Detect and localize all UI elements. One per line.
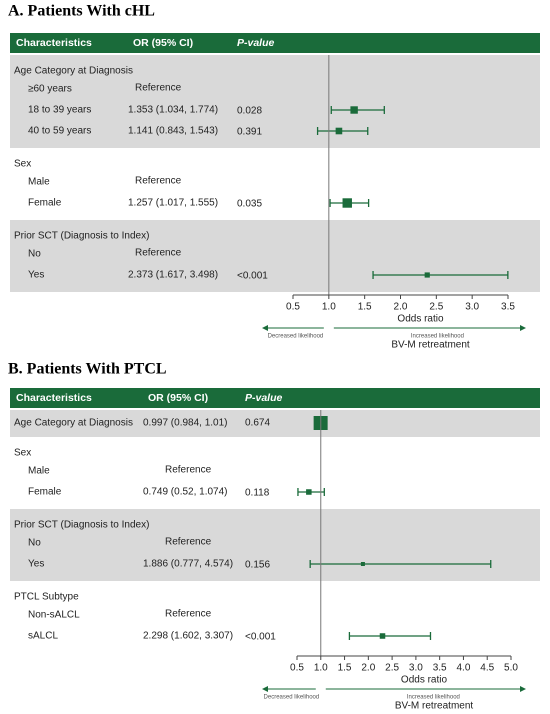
p-value: 0.391 xyxy=(237,127,262,138)
or-point xyxy=(306,489,312,495)
reference-label: Reference xyxy=(165,465,212,476)
row-label: ≥60 years xyxy=(28,84,72,95)
group-label: Prior SCT (Diagnosis to Index) xyxy=(14,231,149,242)
row-label: sALCL xyxy=(28,631,58,642)
panel-title: A. Patients With cHL xyxy=(8,3,155,20)
header-bar xyxy=(10,388,540,408)
footer-label: BV-M retreatment xyxy=(395,701,474,712)
p-value: 0.674 xyxy=(245,418,270,429)
panel-title: B. Patients With PTCL xyxy=(8,361,167,378)
or-ci: 1.141 (0.843, 1.543) xyxy=(128,126,218,137)
left-note: Decreased likelihood xyxy=(268,334,324,340)
row-label: 40 to 59 years xyxy=(28,126,91,137)
group-band xyxy=(10,581,540,653)
column-header: Characteristics xyxy=(16,37,92,49)
row-label: Yes xyxy=(28,559,44,570)
x-tick-label: 1.5 xyxy=(358,302,372,313)
x-tick-label: 1.5 xyxy=(338,663,352,674)
row-label: No xyxy=(28,538,41,549)
row-label: Male xyxy=(28,466,50,477)
x-axis-label: Odds ratio xyxy=(397,314,444,325)
p-value: <0.001 xyxy=(237,271,268,282)
group-band xyxy=(10,55,540,148)
x-tick-label: 4.5 xyxy=(480,663,494,674)
row-label: Female xyxy=(28,487,62,498)
or-point xyxy=(350,106,358,114)
x-tick-label: 1.0 xyxy=(322,302,336,313)
or-ci: 2.298 (1.602, 3.307) xyxy=(143,631,233,642)
x-tick-label: 3.0 xyxy=(465,302,479,313)
group-band xyxy=(10,509,540,581)
reference-label: Reference xyxy=(165,537,212,548)
arrow-right-head xyxy=(520,686,526,692)
x-tick-label: 5.0 xyxy=(504,663,518,674)
or-ci: 1.353 (1.034, 1.774) xyxy=(128,105,218,116)
x-tick-label: 2.5 xyxy=(385,663,399,674)
x-tick-label: 0.5 xyxy=(286,302,300,313)
or-ci: 0.749 (0.52, 1.074) xyxy=(143,487,228,498)
group-band xyxy=(10,437,540,509)
group-label: Age Category at Diagnosis xyxy=(14,66,133,77)
or-point xyxy=(424,272,430,278)
row-label: Female xyxy=(28,198,62,209)
p-value: <0.001 xyxy=(245,632,276,643)
arrow-left-head xyxy=(262,686,268,692)
or-ci: 1.257 (1.017, 1.555) xyxy=(128,198,218,209)
left-note: Decreased likelihood xyxy=(264,695,320,701)
x-tick-label: 3.5 xyxy=(433,663,447,674)
x-tick-label: 0.5 xyxy=(290,663,304,674)
arrow-right-head xyxy=(520,325,526,331)
x-axis-label: Odds ratio xyxy=(401,675,448,686)
or-point xyxy=(335,127,343,135)
reference-label: Reference xyxy=(165,609,212,620)
x-tick-label: 2.0 xyxy=(361,663,375,674)
row-label: No xyxy=(28,249,41,260)
group-label: PTCL Subtype xyxy=(14,592,79,603)
reference-label: Reference xyxy=(135,176,182,187)
header-bar xyxy=(10,33,540,53)
row-label: Non-sALCL xyxy=(28,610,80,621)
right-note: Increased likelihood xyxy=(411,334,464,340)
reference-label: Reference xyxy=(135,83,182,94)
group-label: Sex xyxy=(14,159,31,170)
group-band xyxy=(10,410,540,437)
reference-label: Reference xyxy=(135,248,182,259)
arrow-left-head xyxy=(262,325,268,331)
or-ci: 0.997 (0.984, 1.01) xyxy=(143,418,228,429)
column-header: OR (95% CI) xyxy=(148,392,208,404)
column-header: P-value xyxy=(237,37,275,49)
or-point xyxy=(360,562,365,566)
group-band xyxy=(10,220,540,292)
footer-label: BV-M retreatment xyxy=(391,340,470,351)
group-label: Age Category at Diagnosis xyxy=(14,418,133,429)
p-value: 0.035 xyxy=(237,199,262,210)
or-ci: 1.886 (0.777, 4.574) xyxy=(143,559,233,570)
group-label: Prior SCT (Diagnosis to Index) xyxy=(14,520,149,531)
p-value: 0.118 xyxy=(245,488,270,499)
row-label: 18 to 39 years xyxy=(28,105,91,116)
row-label: Male xyxy=(28,177,50,188)
x-tick-label: 2.0 xyxy=(394,302,408,313)
p-value: 0.156 xyxy=(245,560,270,571)
p-value: 0.028 xyxy=(237,106,262,117)
column-header: Characteristics xyxy=(16,392,92,404)
column-header: OR (95% CI) xyxy=(133,37,193,49)
row-label: Yes xyxy=(28,270,44,281)
x-tick-label: 1.0 xyxy=(314,663,328,674)
column-header: P-value xyxy=(245,392,283,404)
or-ci: 2.373 (1.617, 3.498) xyxy=(128,270,218,281)
right-note: Increased likelihood xyxy=(407,695,460,701)
x-tick-label: 3.0 xyxy=(409,663,423,674)
x-tick-label: 2.5 xyxy=(429,302,443,313)
x-tick-label: 4.0 xyxy=(456,663,470,674)
or-point xyxy=(379,633,386,639)
or-point xyxy=(342,198,352,208)
x-tick-label: 3.5 xyxy=(501,302,515,313)
group-band xyxy=(10,148,540,220)
group-label: Sex xyxy=(14,448,31,459)
